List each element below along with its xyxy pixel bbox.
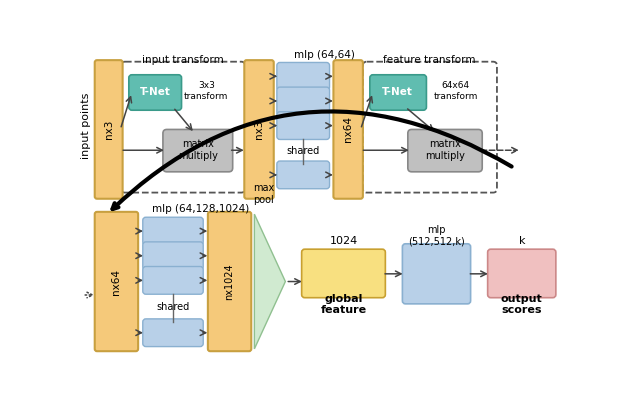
Text: T-Net: T-Net bbox=[140, 87, 171, 98]
Text: output
scores: output scores bbox=[501, 294, 543, 315]
Text: nx64: nx64 bbox=[343, 117, 353, 143]
FancyBboxPatch shape bbox=[143, 319, 204, 347]
FancyBboxPatch shape bbox=[95, 60, 123, 199]
Text: k: k bbox=[518, 237, 525, 247]
Text: shared: shared bbox=[287, 146, 320, 156]
FancyBboxPatch shape bbox=[277, 161, 330, 189]
FancyBboxPatch shape bbox=[333, 60, 363, 199]
FancyBboxPatch shape bbox=[408, 130, 482, 172]
Text: T-Net: T-Net bbox=[382, 87, 413, 98]
Text: nx64: nx64 bbox=[111, 269, 122, 294]
Text: global
feature: global feature bbox=[321, 294, 367, 315]
FancyBboxPatch shape bbox=[370, 75, 426, 110]
FancyBboxPatch shape bbox=[129, 75, 182, 110]
Text: input transform: input transform bbox=[142, 55, 224, 65]
FancyBboxPatch shape bbox=[143, 242, 204, 270]
Text: nx3: nx3 bbox=[104, 120, 114, 139]
Text: 1024: 1024 bbox=[330, 237, 358, 247]
Text: matrix
multiply: matrix multiply bbox=[425, 139, 465, 161]
Text: 3x3
transform: 3x3 transform bbox=[184, 81, 228, 101]
FancyBboxPatch shape bbox=[208, 212, 252, 351]
Text: matrix
multiply: matrix multiply bbox=[178, 139, 218, 161]
Text: shared: shared bbox=[156, 302, 189, 311]
Text: max
pool: max pool bbox=[253, 183, 275, 205]
FancyBboxPatch shape bbox=[244, 60, 274, 199]
Text: nx1024: nx1024 bbox=[225, 263, 235, 300]
FancyBboxPatch shape bbox=[143, 266, 204, 294]
FancyBboxPatch shape bbox=[301, 249, 385, 298]
FancyBboxPatch shape bbox=[488, 249, 556, 298]
Text: mlp (64,128,1024): mlp (64,128,1024) bbox=[152, 204, 249, 214]
FancyBboxPatch shape bbox=[277, 87, 330, 115]
Text: 64x64
transform: 64x64 transform bbox=[434, 81, 478, 101]
FancyBboxPatch shape bbox=[277, 62, 330, 90]
FancyBboxPatch shape bbox=[143, 217, 204, 245]
Text: nx3: nx3 bbox=[254, 120, 264, 139]
FancyBboxPatch shape bbox=[277, 112, 330, 139]
FancyBboxPatch shape bbox=[95, 212, 138, 351]
FancyBboxPatch shape bbox=[163, 130, 233, 172]
Text: mlp
(512,512,k): mlp (512,512,k) bbox=[408, 224, 465, 246]
Text: mlp (64,64): mlp (64,64) bbox=[294, 50, 355, 60]
Polygon shape bbox=[254, 214, 285, 349]
Text: input points: input points bbox=[81, 92, 92, 159]
Text: feature transform: feature transform bbox=[383, 55, 476, 65]
FancyBboxPatch shape bbox=[403, 244, 470, 304]
